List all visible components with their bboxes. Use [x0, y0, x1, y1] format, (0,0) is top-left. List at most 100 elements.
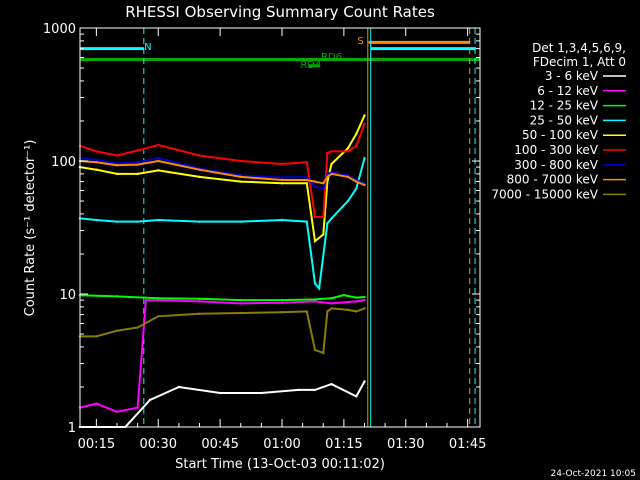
legend-label-8: 7000 - 15000 keV — [491, 187, 598, 201]
legend-label-3: 25 - 50 keV — [530, 113, 599, 127]
series-4-point-6 — [239, 180, 242, 183]
legend-label-7: 800 - 7000 keV — [507, 173, 599, 187]
series-line-7 — [79, 159, 365, 186]
series-0-point-9 — [355, 395, 358, 398]
series-0-point-7 — [313, 388, 317, 392]
series-6-point-9 — [313, 185, 317, 188]
series-5-point-6 — [239, 159, 242, 163]
x-tick-label-2: 00:45 — [201, 437, 238, 452]
series-3-point-1 — [95, 218, 98, 222]
series-4-point-5 — [198, 175, 201, 179]
series-8-point-2 — [115, 329, 119, 332]
series-5-point-13 — [346, 150, 350, 153]
series-5-point-8 — [305, 160, 308, 164]
series-2-point-8 — [342, 293, 346, 297]
series-1-point-11 — [355, 300, 358, 303]
legend-label-0: 3 - 6 keV — [545, 69, 599, 83]
series-0-point-2 — [148, 398, 152, 402]
series-line-4 — [79, 115, 366, 243]
series-4-point-4 — [157, 169, 160, 172]
series-1-point-2 — [115, 410, 119, 414]
series-6-point-2 — [115, 162, 119, 165]
series-1-point-10 — [330, 302, 333, 305]
series-8-point-6 — [239, 311, 242, 315]
series-8-point-8 — [305, 310, 308, 313]
x-tick-label-1: 00:30 — [140, 437, 177, 452]
y-tick-label-10: 10 — [59, 288, 76, 303]
series-5-point-3 — [136, 149, 139, 152]
series-4-point-14 — [355, 132, 358, 136]
series-3-point-9 — [313, 282, 317, 285]
series-6-point-3 — [136, 160, 139, 164]
series-7-point-9 — [313, 180, 317, 183]
series-8-point-13 — [346, 308, 350, 312]
series-8-point-1 — [95, 335, 98, 338]
series-2-point-9 — [355, 296, 358, 299]
series-7-point-7 — [280, 178, 284, 182]
series-8-point-10 — [322, 351, 325, 355]
series-1-point-3 — [136, 406, 139, 409]
y-tick-label-100: 100 — [51, 155, 76, 170]
series-8-point-4 — [157, 315, 160, 318]
series-4-point-12 — [330, 162, 333, 166]
series-3-point-15 — [363, 156, 366, 160]
series-7-point-13 — [346, 175, 350, 179]
series-line-6 — [79, 157, 365, 190]
series-7-point-4 — [157, 159, 160, 163]
series-5-point-5 — [198, 154, 201, 157]
annotation-rd6: RD6 — [321, 52, 342, 63]
x-tick-label-5: 01:30 — [387, 437, 424, 452]
series-5-point-11 — [326, 151, 329, 155]
y-tick-label-1000: 1000 — [43, 22, 76, 37]
vertical-markers — [143, 28, 476, 427]
series-5-point-9 — [313, 215, 317, 219]
series-8-point-5 — [198, 312, 201, 315]
series-1-point-4 — [144, 298, 148, 302]
series-2-point-2 — [157, 296, 160, 300]
x-axis-ticks: 00:15 00:30 00:45 01:00 01:15 01:30 01:45 — [78, 28, 486, 452]
series-5-point-4 — [157, 143, 160, 147]
series-line-3 — [79, 157, 366, 291]
x-axis-label: Start Time (13-Oct-03 00:11:02) — [175, 457, 385, 472]
series-7-point-6 — [239, 175, 242, 179]
series-1-point-5 — [157, 298, 160, 302]
series-3-point-8 — [305, 220, 308, 223]
series-3-point-11 — [326, 222, 329, 225]
series-7-point-15 — [363, 183, 366, 187]
series-3-point-6 — [239, 220, 242, 223]
series-8-point-3 — [136, 326, 139, 329]
series-7-point-3 — [136, 163, 139, 166]
legend-label-5: 100 - 300 keV — [514, 143, 598, 157]
legend-header-1: Det 1,3,4,5,6,9, — [532, 41, 626, 55]
series-4-point-1 — [95, 168, 98, 171]
series-5-point-15 — [363, 122, 366, 126]
series-7-point-2 — [115, 163, 119, 167]
series-3-point-3 — [136, 220, 139, 223]
series-7-point-8 — [305, 178, 308, 182]
footer-date: 24-Oct-2021 10:05 — [551, 469, 636, 479]
series-2-point-1 — [115, 295, 119, 298]
plot-frame — [79, 27, 481, 428]
series-5-point-12 — [330, 150, 333, 153]
x-tick-label-6: 01:45 — [449, 437, 486, 452]
series-4-point-7 — [280, 182, 284, 185]
x-tick-label-4: 01:15 — [325, 437, 362, 452]
series-line-8 — [79, 307, 365, 355]
series-7-point-5 — [198, 168, 201, 171]
series-8-point-15 — [363, 307, 366, 310]
series-0-point-5 — [260, 391, 263, 395]
series-5-point-10 — [322, 215, 325, 219]
series-8-point-12 — [330, 307, 333, 310]
series-0-point-8 — [330, 382, 333, 386]
series-4-point-9 — [313, 239, 317, 243]
series-5-point-7 — [280, 162, 284, 166]
series-2-point-7 — [330, 296, 333, 300]
series-1-point-12 — [363, 298, 366, 302]
legend-label-4: 50 - 100 keV — [522, 128, 599, 142]
series-6-point-10 — [322, 187, 325, 190]
series-5-point-2 — [115, 154, 119, 157]
series-3-point-5 — [198, 220, 201, 223]
series-6-point-7 — [280, 176, 284, 179]
